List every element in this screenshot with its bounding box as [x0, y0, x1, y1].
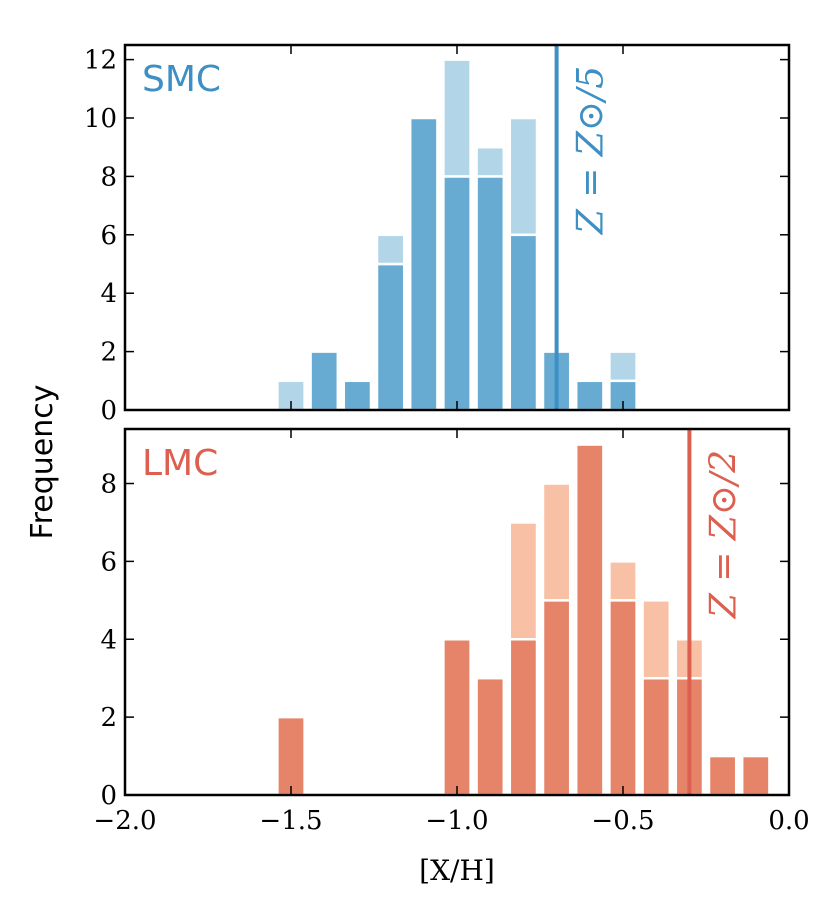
smc-bar-dark — [442, 175, 472, 412]
lmc-reference-label: Z = Z⊙/2 — [703, 450, 744, 619]
smc-bar-light — [442, 58, 472, 178]
lmc-ytick-label: 6 — [100, 547, 117, 577]
xtick-label: 0.0 — [768, 806, 809, 836]
smc-panel-label: SMC — [142, 59, 221, 100]
smc-bar-dark — [342, 379, 373, 412]
lmc-bar-light — [608, 560, 638, 602]
lmc-bar-dark — [508, 638, 539, 797]
smc-reference-label: Z = Z⊙/5 — [571, 66, 612, 235]
smc-ytick-label: 6 — [100, 221, 117, 251]
smc-ytick-label: 12 — [84, 46, 117, 76]
lmc-bar-light — [641, 599, 672, 680]
smc-panel: Z = Z⊙/5 SMC 0 2 4 6 8 10 12 — [84, 43, 791, 426]
smc-bar-dark — [508, 233, 539, 412]
lmc-ytick-label: 0 — [100, 781, 117, 811]
lmc-ytick-label: 4 — [100, 625, 117, 655]
lmc-bar-light — [508, 521, 539, 641]
smc-ytick-label: 2 — [100, 338, 117, 368]
smc-bar-light — [475, 145, 506, 178]
smc-ytick-label: 8 — [100, 162, 117, 192]
smc-bar-light — [608, 350, 638, 383]
lmc-bar-dark — [541, 599, 572, 797]
lmc-bar-dark — [608, 599, 638, 797]
x-axis-label: [X/H] — [419, 854, 495, 887]
xtick-label: −0.5 — [591, 806, 654, 836]
lmc-panel: Z = Z⊙/2 LMC 0 2 4 6 8 — [100, 427, 791, 811]
smc-ytick-label: 0 — [100, 396, 117, 426]
lmc-bar-dark — [475, 676, 506, 797]
lmc-bar-dark — [574, 443, 605, 797]
smc-ytick-label: 4 — [100, 279, 117, 309]
lmc-ytick-label: 2 — [100, 703, 117, 733]
xtick-label: −2.0 — [93, 806, 156, 836]
lmc-bar-dark — [740, 754, 771, 797]
lmc-bar-dark — [276, 715, 306, 797]
lmc-bar-light — [541, 482, 572, 602]
lmc-panel-label: LMC — [142, 443, 218, 484]
smc-bar-dark — [375, 262, 406, 412]
y-axis-label: Frequency — [25, 385, 60, 540]
lmc-ytick-label: 8 — [100, 470, 117, 500]
xtick-label: −1.5 — [259, 806, 322, 836]
smc-bar-dark — [309, 350, 340, 412]
lmc-bar-dark — [442, 638, 472, 797]
lmc-bar-dark — [707, 754, 738, 797]
lmc-bar-dark — [641, 676, 672, 797]
smc-bar-dark — [408, 116, 439, 412]
smc-bar-light — [375, 233, 406, 266]
xtick-label: −1.0 — [425, 806, 488, 836]
smc-bar-light — [508, 116, 539, 237]
smc-bar-dark — [475, 175, 506, 412]
smc-ytick-label: 10 — [84, 104, 117, 134]
smc-bar-dark — [574, 379, 605, 412]
